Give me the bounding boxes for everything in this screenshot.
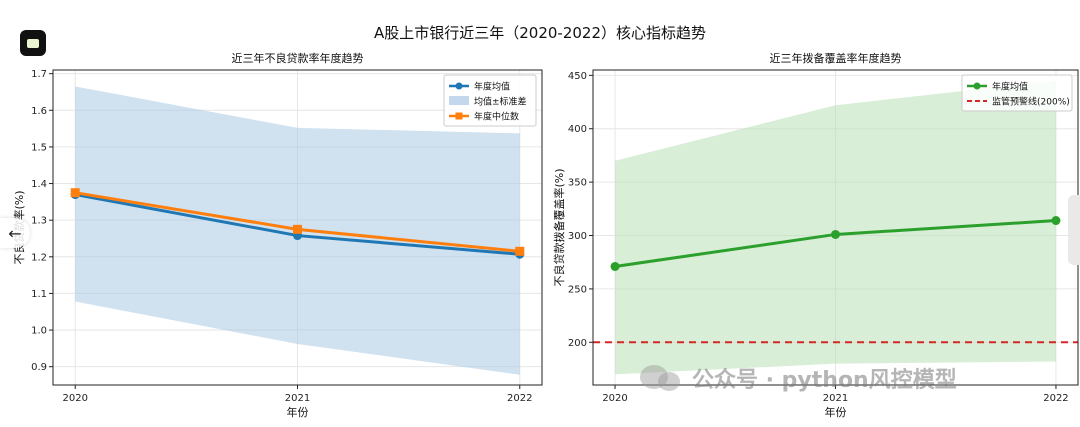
y-tick-label: 250 xyxy=(568,284,587,295)
legend-marker xyxy=(455,82,463,90)
data-point xyxy=(70,188,80,198)
app-logo-icon[interactable] xyxy=(20,30,46,56)
legend-box xyxy=(961,74,1073,112)
y-tick-label: 1.4 xyxy=(31,179,47,190)
y-tick-label: 400 xyxy=(568,124,587,135)
legend-item: 均值±标准差 xyxy=(449,96,527,108)
x-tick-label: 2020 xyxy=(63,393,88,404)
x-axis-label: 年份 xyxy=(825,405,847,419)
chart-title: 近三年拨备覆盖率年度趋势 xyxy=(770,51,902,65)
side-scroll-handle[interactable] xyxy=(1068,195,1080,265)
y-axis-label: 不良贷款拨备覆盖率(%) xyxy=(552,168,566,286)
back-arrow-icon[interactable]: ← xyxy=(0,218,30,248)
watermark-text: 公众号 · python风控模型 xyxy=(692,368,957,393)
legend-box xyxy=(443,74,537,127)
legend-label: 年度均值 xyxy=(992,81,1028,93)
x-tick-label: 2022 xyxy=(507,393,532,404)
wechat-icon xyxy=(640,363,684,393)
y-tick-label: 350 xyxy=(568,178,587,189)
watermark: 公众号 · python风控模型 xyxy=(640,362,957,394)
chart-title: 近三年不良贷款率年度趋势 xyxy=(232,51,364,65)
legend-item: 年度均值 xyxy=(967,81,1028,93)
y-tick-label: 200 xyxy=(568,338,587,349)
x-axis-label: 年份 xyxy=(287,405,309,419)
y-tick-label: 1.7 xyxy=(31,69,47,80)
legend-marker xyxy=(455,112,463,120)
x-tick-label: 2021 xyxy=(285,393,310,404)
y-tick-label: 1.0 xyxy=(31,326,47,337)
y-tick-label: 300 xyxy=(568,231,587,242)
plot-area xyxy=(70,86,525,375)
plot-area xyxy=(593,80,1078,375)
legend-item: 年度中位数 xyxy=(449,111,519,123)
data-point xyxy=(610,261,620,271)
legend-item: 监管预警线(200%) xyxy=(967,96,1070,108)
y-tick-label: 1.5 xyxy=(31,142,47,153)
data-point xyxy=(1051,216,1061,226)
page-title: A股上市银行近三年（2020-2022）核心指标趋势 xyxy=(374,24,706,42)
legend-label: 年度中位数 xyxy=(474,111,519,123)
x-tick-label: 2021 xyxy=(823,393,848,404)
legend-marker xyxy=(973,82,981,90)
y-tick-label: 1.1 xyxy=(31,289,47,300)
chart-provision-coverage: 200 250 300 350 400 450 2020 2021 2022 近三年拨备覆盖率年度… xyxy=(552,51,1079,419)
y-tick-label: 0.9 xyxy=(31,362,47,373)
data-point xyxy=(831,229,840,239)
band-area xyxy=(615,80,1056,375)
y-tick-label: 1.6 xyxy=(31,106,47,117)
legend-item: 年度均值 xyxy=(449,81,510,93)
y-tick-label: 1.2 xyxy=(31,252,47,263)
data-point xyxy=(293,224,302,234)
legend-label: 年度均值 xyxy=(474,81,510,93)
y-tick-label: 1.3 xyxy=(31,216,47,227)
legend-swatch xyxy=(449,96,469,105)
legend-label: 监管预警线(200%) xyxy=(992,96,1070,108)
data-point xyxy=(515,246,525,256)
legend-label: 均值±标准差 xyxy=(474,96,527,108)
chart-npl-ratio: 0.9 1.0 1.1 1.2 1.3 1.4 1.5 1.6 1.7 2020 2021 2022 近… xyxy=(12,51,543,419)
x-tick-label: 2022 xyxy=(1043,393,1068,404)
y-tick-label: 450 xyxy=(568,71,587,82)
x-tick-label: 2020 xyxy=(602,393,627,404)
